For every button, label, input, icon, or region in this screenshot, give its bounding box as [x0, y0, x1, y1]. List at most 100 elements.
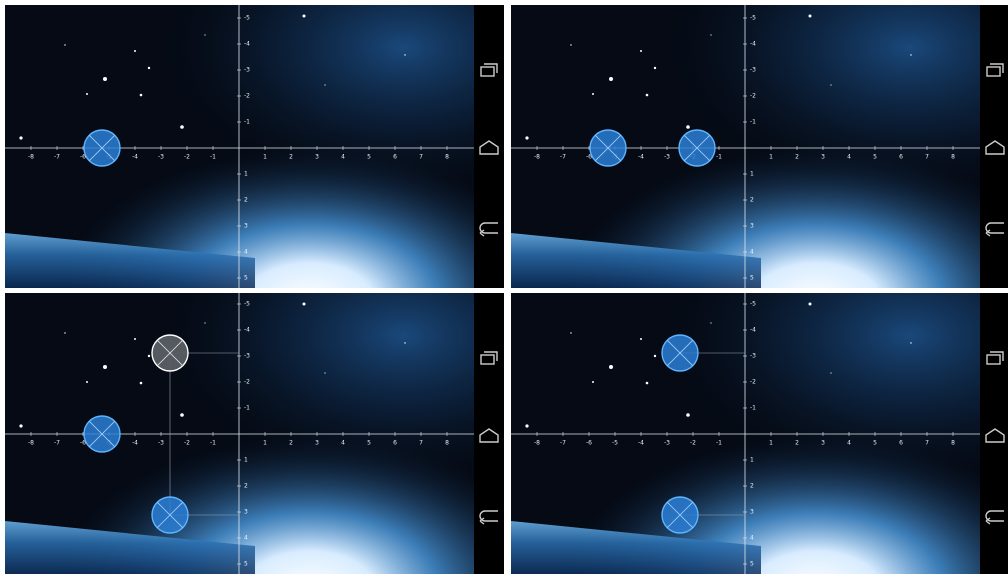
star [710, 322, 711, 323]
y-axis-label: -1 [750, 119, 756, 126]
y-axis-label: 1 [244, 457, 248, 464]
y-axis-label: 1 [750, 171, 754, 178]
x-axis-label: -8 [534, 440, 540, 447]
star [640, 50, 642, 52]
star [830, 84, 831, 85]
nav-background [474, 5, 504, 288]
draggable-point[interactable] [84, 416, 120, 452]
x-axis-label: 2 [289, 440, 293, 447]
y-axis-label: -4 [750, 41, 756, 48]
x-axis-label: 7 [925, 440, 929, 447]
x-axis-label: 2 [795, 154, 799, 161]
star [180, 125, 184, 129]
y-axis-label: 5 [244, 275, 248, 282]
star [64, 332, 65, 333]
y-axis-label: -3 [244, 67, 250, 74]
y-axis-label: 3 [750, 509, 754, 516]
x-axis-label: 4 [341, 154, 345, 161]
x-axis-label: -7 [560, 154, 566, 161]
star [404, 54, 405, 55]
x-axis-label: 1 [263, 154, 267, 161]
x-axis-label: 3 [315, 154, 319, 161]
x-axis-label: -2 [690, 440, 696, 447]
y-axis-label: 4 [244, 535, 248, 542]
x-axis-label: -8 [28, 440, 34, 447]
y-axis-label: -5 [750, 301, 756, 308]
star [609, 77, 613, 81]
x-axis-label: -3 [664, 440, 670, 447]
x-axis-label: -2 [184, 440, 190, 447]
y-axis-label: -3 [244, 353, 250, 360]
y-axis-label: -3 [750, 67, 756, 74]
y-axis-label: -1 [244, 119, 250, 126]
star [525, 136, 528, 139]
screenshot-grid: -8-7-6-5-4-3-2-112345678-5-4-3-2-112345-… [0, 0, 1008, 574]
draggable-point[interactable] [84, 130, 120, 166]
x-axis-label: 8 [951, 154, 955, 161]
star [180, 413, 184, 417]
y-axis-label: -4 [244, 41, 250, 48]
star [910, 342, 911, 343]
x-axis-label: -3 [664, 154, 670, 161]
x-axis-label: -2 [184, 154, 190, 161]
star [809, 303, 812, 306]
x-axis-label: 3 [315, 440, 319, 447]
y-axis-label: -2 [750, 93, 756, 100]
y-axis-label: 2 [750, 197, 754, 204]
star [809, 15, 812, 18]
star [324, 84, 325, 85]
star [910, 54, 911, 55]
x-axis-label: 8 [445, 440, 449, 447]
star [134, 338, 136, 340]
y-axis-label: -2 [244, 93, 250, 100]
draggable-point[interactable] [152, 497, 188, 533]
star [592, 93, 594, 95]
x-axis-label: 5 [873, 440, 877, 447]
star [570, 332, 571, 333]
x-axis-label: 7 [419, 440, 423, 447]
y-axis-label: -4 [750, 327, 756, 334]
app-screen: -8-7-6-5-4-3-2-112345678-5-4-3-2-112345 [511, 5, 1008, 288]
star [609, 365, 613, 369]
y-axis-label: -5 [750, 15, 756, 22]
star [204, 34, 205, 35]
star [86, 381, 88, 383]
x-axis-label: 3 [821, 440, 825, 447]
x-axis-label: -3 [158, 154, 164, 161]
draggable-point[interactable] [679, 130, 715, 166]
star [64, 44, 65, 45]
star [404, 342, 405, 343]
star [303, 303, 306, 306]
y-axis-label: -3 [750, 353, 756, 360]
x-axis-label: -7 [54, 440, 60, 447]
x-axis-label: -4 [132, 154, 138, 161]
x-axis-label: 6 [393, 440, 397, 447]
star [646, 94, 649, 97]
star [148, 355, 150, 357]
star [710, 34, 711, 35]
y-axis-label: 4 [244, 249, 248, 256]
x-axis-label: 4 [341, 440, 345, 447]
y-axis-label: 4 [750, 249, 754, 256]
draggable-point[interactable] [152, 335, 188, 371]
x-axis-label: 1 [769, 154, 773, 161]
x-axis-label: 2 [289, 154, 293, 161]
x-axis-label: -4 [638, 440, 644, 447]
x-axis-label: -8 [28, 154, 34, 161]
y-axis-label: 5 [244, 561, 248, 568]
draggable-point[interactable] [662, 335, 698, 371]
x-axis-label: -5 [612, 440, 618, 447]
x-axis-label: -4 [132, 440, 138, 447]
star [525, 424, 528, 427]
x-axis-label: 4 [847, 154, 851, 161]
x-axis-label: -1 [210, 440, 216, 447]
x-axis-label: -8 [534, 154, 540, 161]
star [204, 322, 205, 323]
star [103, 365, 107, 369]
draggable-point[interactable] [662, 497, 698, 533]
draggable-point[interactable] [590, 130, 626, 166]
navigation-bar [474, 5, 504, 288]
app-screen: -8-7-6-5-4-3-2-112345678-5-4-3-2-112345 [5, 5, 504, 288]
